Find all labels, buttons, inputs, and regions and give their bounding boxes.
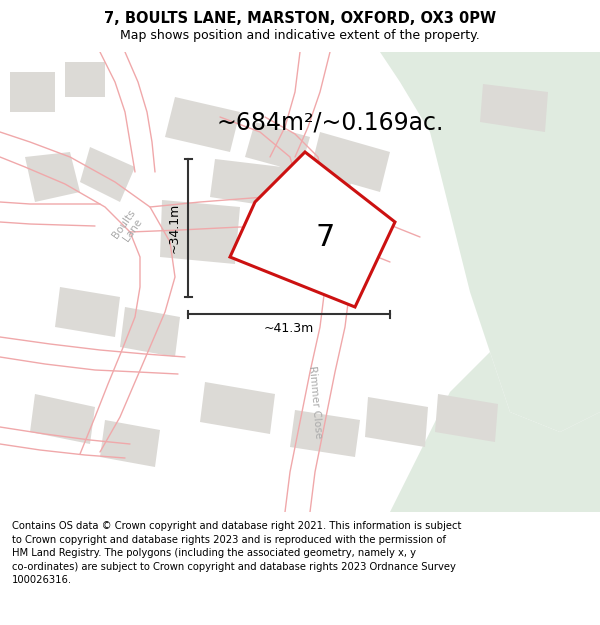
Polygon shape xyxy=(365,397,428,447)
Polygon shape xyxy=(25,152,80,202)
Text: Map shows position and indicative extent of the property.: Map shows position and indicative extent… xyxy=(120,29,480,42)
Text: Boults
Lane: Boults Lane xyxy=(110,208,146,246)
Polygon shape xyxy=(100,420,160,467)
Polygon shape xyxy=(230,152,395,307)
Polygon shape xyxy=(390,352,600,512)
Text: Contains OS data © Crown copyright and database right 2021. This information is : Contains OS data © Crown copyright and d… xyxy=(12,521,461,586)
Polygon shape xyxy=(275,164,352,217)
Polygon shape xyxy=(210,159,282,207)
Polygon shape xyxy=(290,410,360,457)
Text: 7, BOULTS LANE, MARSTON, OXFORD, OX3 0PW: 7, BOULTS LANE, MARSTON, OXFORD, OX3 0PW xyxy=(104,11,496,26)
Polygon shape xyxy=(245,122,310,172)
Polygon shape xyxy=(310,132,390,192)
Polygon shape xyxy=(65,62,105,97)
Polygon shape xyxy=(10,72,55,112)
Polygon shape xyxy=(200,382,275,434)
Polygon shape xyxy=(380,52,600,432)
Text: ~41.3m: ~41.3m xyxy=(264,321,314,334)
Polygon shape xyxy=(55,287,120,337)
Polygon shape xyxy=(480,84,548,132)
Polygon shape xyxy=(30,394,95,444)
Text: ~34.1m: ~34.1m xyxy=(167,203,181,253)
Polygon shape xyxy=(80,147,135,202)
Polygon shape xyxy=(435,394,498,442)
Text: ~684m²/~0.169ac.: ~684m²/~0.169ac. xyxy=(217,110,443,134)
Polygon shape xyxy=(165,97,240,152)
Polygon shape xyxy=(120,307,180,357)
Polygon shape xyxy=(160,200,240,264)
Text: Rimmer Close: Rimmer Close xyxy=(307,365,323,439)
Text: 7: 7 xyxy=(316,222,335,251)
